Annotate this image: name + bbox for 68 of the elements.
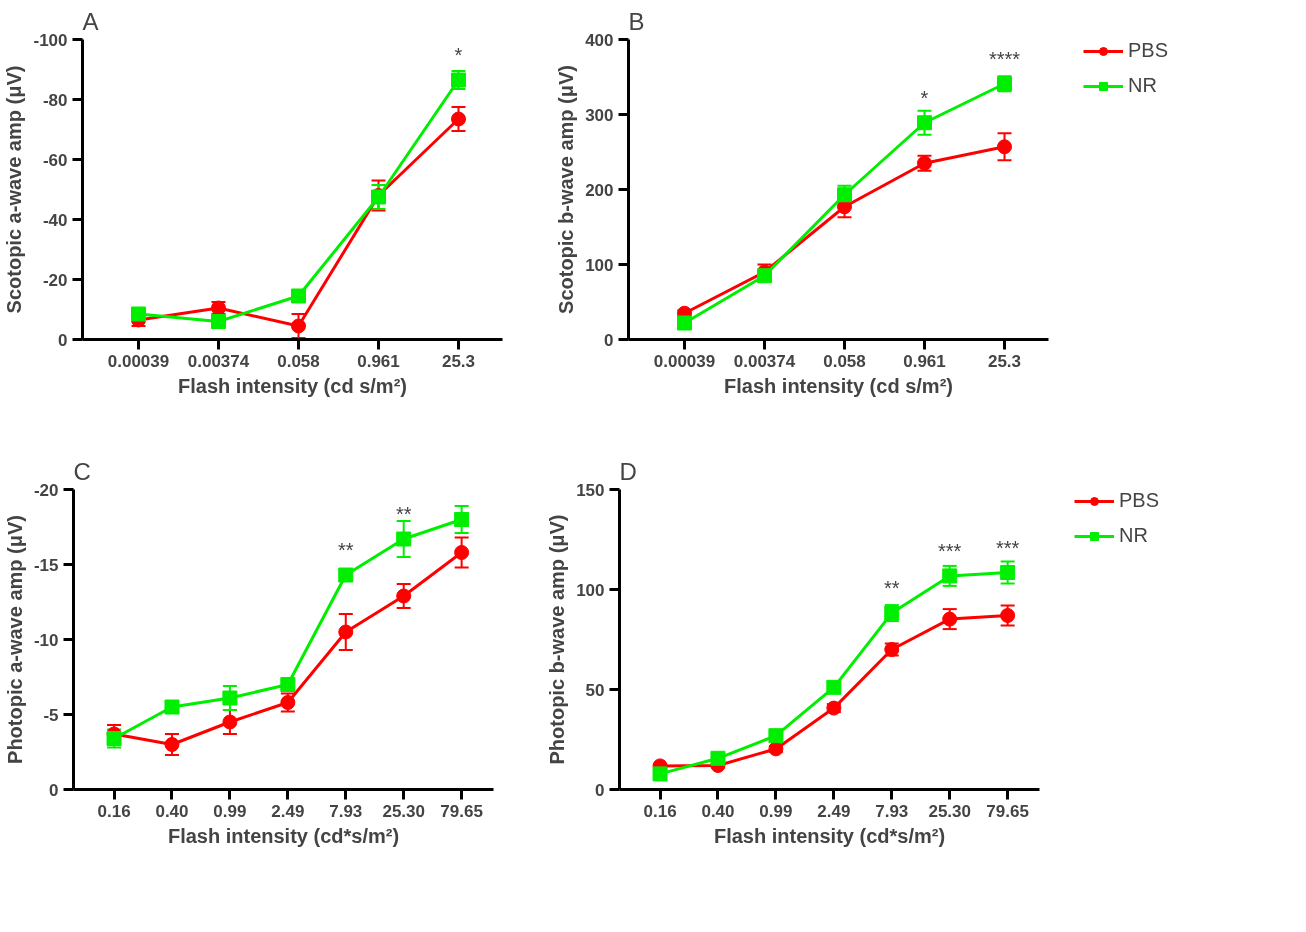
annotation: ** [395, 503, 412, 525]
x-axis-title: Flash intensity (cd*s/m²) [167, 824, 400, 847]
y-tick-label: 100 [585, 255, 614, 275]
x-tick-label: 0.961 [357, 351, 400, 371]
x-tick-label: 0.40 [701, 801, 735, 821]
y-tick-label: -10 [33, 630, 59, 650]
chart-title: A [82, 7, 99, 35]
y-tick-label: -20 [42, 270, 68, 290]
x-tick-label: 0.058 [277, 351, 320, 371]
y-tick-label: -20 [33, 480, 59, 500]
y-axis-title: Scotopic a-wave amp (μV) [3, 65, 26, 314]
y-tick-label: 300 [585, 105, 614, 125]
legend-label: NR [1128, 74, 1157, 97]
x-tick-label: 0.40 [155, 801, 189, 821]
y-axis-title: Photopic b-wave amp (μV) [546, 514, 569, 765]
x-axis-title: Flash intensity (cd*s/m²) [713, 824, 946, 847]
y-tick-label: -5 [43, 705, 59, 725]
y-tick-label: 0 [595, 780, 605, 800]
y-tick-label: 200 [585, 180, 614, 200]
annotation: ** [337, 539, 354, 561]
y-axis-title: Scotopic b-wave amp (μV) [555, 65, 578, 314]
x-tick-label: 0.00039 [653, 351, 716, 371]
annotation: ** [883, 577, 900, 600]
y-tick-label: 400 [585, 30, 614, 50]
chart-title: D [619, 457, 637, 485]
annotation: **** [988, 47, 1021, 70]
x-tick-label: 25.3 [441, 351, 476, 371]
annotation: *** [995, 536, 1020, 559]
x-tick-label: 0.99 [759, 801, 793, 821]
legend-label: NR [1119, 524, 1148, 547]
x-tick-label: 79.65 [440, 801, 483, 821]
x-tick-label: 7.93 [329, 801, 363, 821]
x-tick-label: 0.00374 [733, 351, 796, 371]
x-tick-label: 0.00374 [187, 351, 250, 371]
x-axis-title: Flash intensity (cd s/m²) [724, 374, 953, 397]
annotation: *** [938, 539, 962, 562]
x-tick-label: 25.30 [382, 801, 425, 821]
chart-title: C [73, 457, 91, 485]
y-tick-label: 0 [604, 330, 614, 350]
x-tick-label: 25.3 [987, 351, 1022, 371]
legend-label: PBS [1128, 39, 1169, 62]
legend-label: PBS [1119, 489, 1160, 512]
x-tick-label: 0.058 [823, 351, 866, 371]
y-tick-label: 0 [58, 330, 68, 350]
x-tick-label: 0.16 [643, 801, 677, 821]
chart-title: B [628, 7, 645, 35]
x-tick-label: 2.49 [817, 801, 851, 821]
annotation: * [920, 86, 929, 109]
y-tick-label: -15 [33, 555, 59, 575]
y-tick-label: -40 [42, 210, 68, 230]
x-tick-label: 0.961 [903, 351, 946, 371]
x-axis-title: Flash intensity (cd s/m²) [178, 374, 407, 397]
x-tick-label: 0.00039 [107, 351, 170, 371]
y-tick-label: -60 [42, 150, 68, 170]
y-tick-label: 50 [585, 680, 605, 700]
x-tick-label: 0.16 [97, 801, 131, 821]
x-tick-label: 7.93 [875, 801, 909, 821]
x-tick-label: 25.30 [928, 801, 971, 821]
x-tick-label: 2.49 [271, 801, 305, 821]
y-tick-label: -100 [33, 30, 68, 50]
y-tick-label: 100 [576, 580, 605, 600]
y-axis-title: Photopic a-wave amp (μV) [3, 515, 26, 764]
y-tick-label: -80 [42, 90, 68, 110]
x-tick-label: 79.65 [986, 801, 1029, 821]
annotation: * [454, 44, 463, 66]
y-tick-label: 150 [576, 480, 605, 500]
y-tick-label: 0 [49, 780, 59, 800]
x-tick-label: 0.99 [213, 801, 247, 821]
